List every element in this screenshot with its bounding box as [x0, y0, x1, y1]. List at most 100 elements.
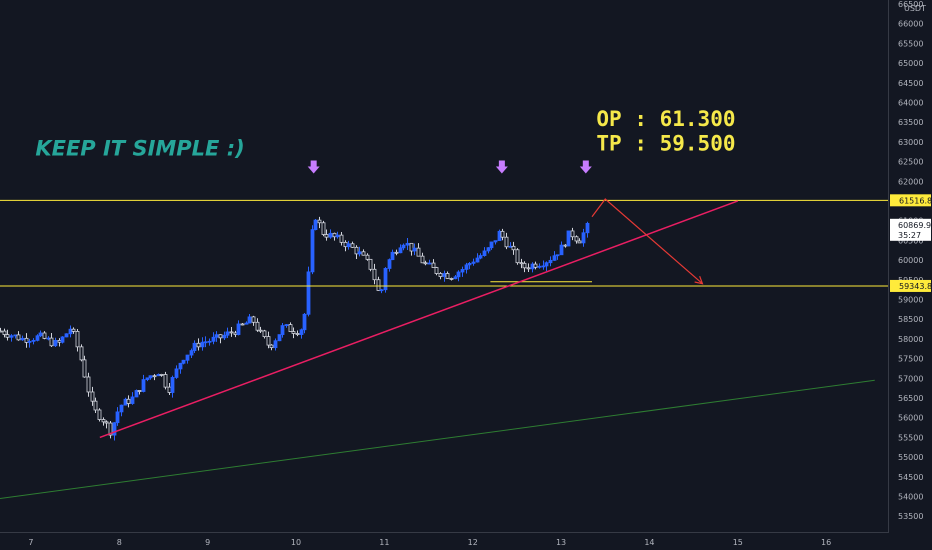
candle-body: [299, 329, 304, 335]
candle-body: [456, 271, 461, 278]
down-arrow-marker: [495, 160, 508, 174]
candle-body: [306, 271, 311, 315]
candle-body: [486, 247, 491, 252]
candle-body: [181, 359, 186, 364]
candle-body: [438, 273, 443, 277]
candle-body: [453, 276, 458, 280]
candle-body: [192, 342, 197, 352]
candle-body: [101, 419, 106, 423]
candle-body: [49, 337, 54, 347]
price-tick-label: 58500: [898, 315, 923, 324]
candle-body: [64, 333, 69, 338]
candle-body: [295, 333, 300, 335]
candle-body: [134, 390, 139, 398]
candle-body: [185, 354, 190, 361]
candle-body: [376, 279, 381, 291]
candle-body: [68, 328, 73, 335]
time-tick-label: 14: [644, 538, 654, 547]
candle-body: [119, 404, 124, 413]
candle-body: [24, 337, 29, 343]
candle-body: [552, 255, 557, 261]
candle-body: [277, 334, 282, 342]
annotation-take-profit[interactable]: TP : 59.500: [596, 132, 735, 156]
candle-body: [90, 391, 95, 402]
candle-body: [427, 262, 432, 265]
candle-body: [240, 323, 245, 326]
price-level-badge-label: 61516.80: [899, 196, 932, 205]
candle-body: [423, 262, 428, 265]
candle-body: [365, 254, 370, 260]
candle-body: [398, 247, 403, 254]
annotation-keep-it-simple[interactable]: KEEP IT SIMPLE :): [35, 137, 244, 161]
candle-body: [130, 396, 135, 404]
time-axis-background: [0, 532, 932, 550]
candle-body: [420, 255, 425, 264]
candle-body: [541, 265, 546, 268]
candle-body: [2, 330, 7, 335]
price-tick-label: 54500: [898, 473, 923, 482]
candle-body: [13, 334, 18, 337]
candle-body: [519, 262, 524, 265]
candle-body: [489, 241, 494, 249]
price-tick-label: 63000: [898, 138, 923, 147]
candle-body: [431, 262, 436, 268]
candle-body: [46, 337, 51, 340]
price-axis[interactable]: USDT 53500 54000 54500 55000 55500 56000 56500…: [888, 0, 932, 532]
candle-body: [262, 330, 267, 337]
candle-body: [445, 273, 450, 279]
price-tick-label: 62000: [898, 177, 923, 186]
candle-body: [412, 247, 417, 252]
candle-body: [0, 330, 3, 333]
candle-body: [115, 411, 120, 424]
candle-body: [233, 332, 238, 335]
candle-body: [123, 398, 128, 406]
candle-body: [20, 337, 25, 341]
time-axis[interactable]: 7 8 9 10 11 12 13 14 15 16: [0, 532, 932, 550]
long-trendline: [0, 379, 875, 499]
price-tick-label: 53500: [898, 512, 923, 521]
candle-body: [581, 232, 586, 244]
candle-body: [526, 267, 531, 270]
price-tick-label: 64000: [898, 98, 923, 107]
candle-body: [508, 245, 513, 248]
candle-body: [335, 234, 340, 238]
candle-body: [9, 335, 14, 338]
candle-body: [537, 265, 542, 268]
price-tick-label: 65500: [898, 39, 923, 48]
candle-body: [409, 242, 414, 252]
candle-body: [405, 242, 410, 246]
candle-body: [31, 339, 36, 342]
down-arrow-marker: [579, 160, 592, 174]
candle-body: [288, 324, 293, 332]
candle-body: [75, 331, 80, 348]
candle-body: [207, 340, 212, 343]
candle-body: [108, 422, 113, 436]
candle-body: [544, 262, 549, 267]
candle-body: [383, 268, 388, 291]
candle-body: [585, 222, 590, 234]
candle-body: [555, 254, 560, 257]
candle-body: [522, 262, 527, 269]
candle-body: [189, 350, 194, 356]
candle-body: [266, 336, 271, 346]
annotation-open-price[interactable]: OP : 61.300: [596, 107, 735, 131]
candle-body: [350, 243, 355, 248]
candle-body: [258, 329, 263, 332]
candle-body: [379, 289, 384, 292]
candle-body: [577, 240, 582, 244]
candle-body: [104, 421, 109, 424]
price-tick-label: 60000: [898, 256, 923, 265]
candle-body: [27, 340, 32, 343]
price-level-badge: [890, 194, 931, 207]
candle-body: [174, 368, 179, 378]
price-tick-label: 54000: [898, 493, 923, 502]
candle-body: [478, 255, 483, 259]
candle-body: [214, 334, 219, 338]
candle-body: [368, 258, 373, 270]
price-tick-label: 58000: [898, 335, 923, 344]
candle-body: [482, 250, 487, 256]
price-tick-label: 56500: [898, 394, 923, 403]
time-tick-label: 12: [468, 538, 478, 547]
